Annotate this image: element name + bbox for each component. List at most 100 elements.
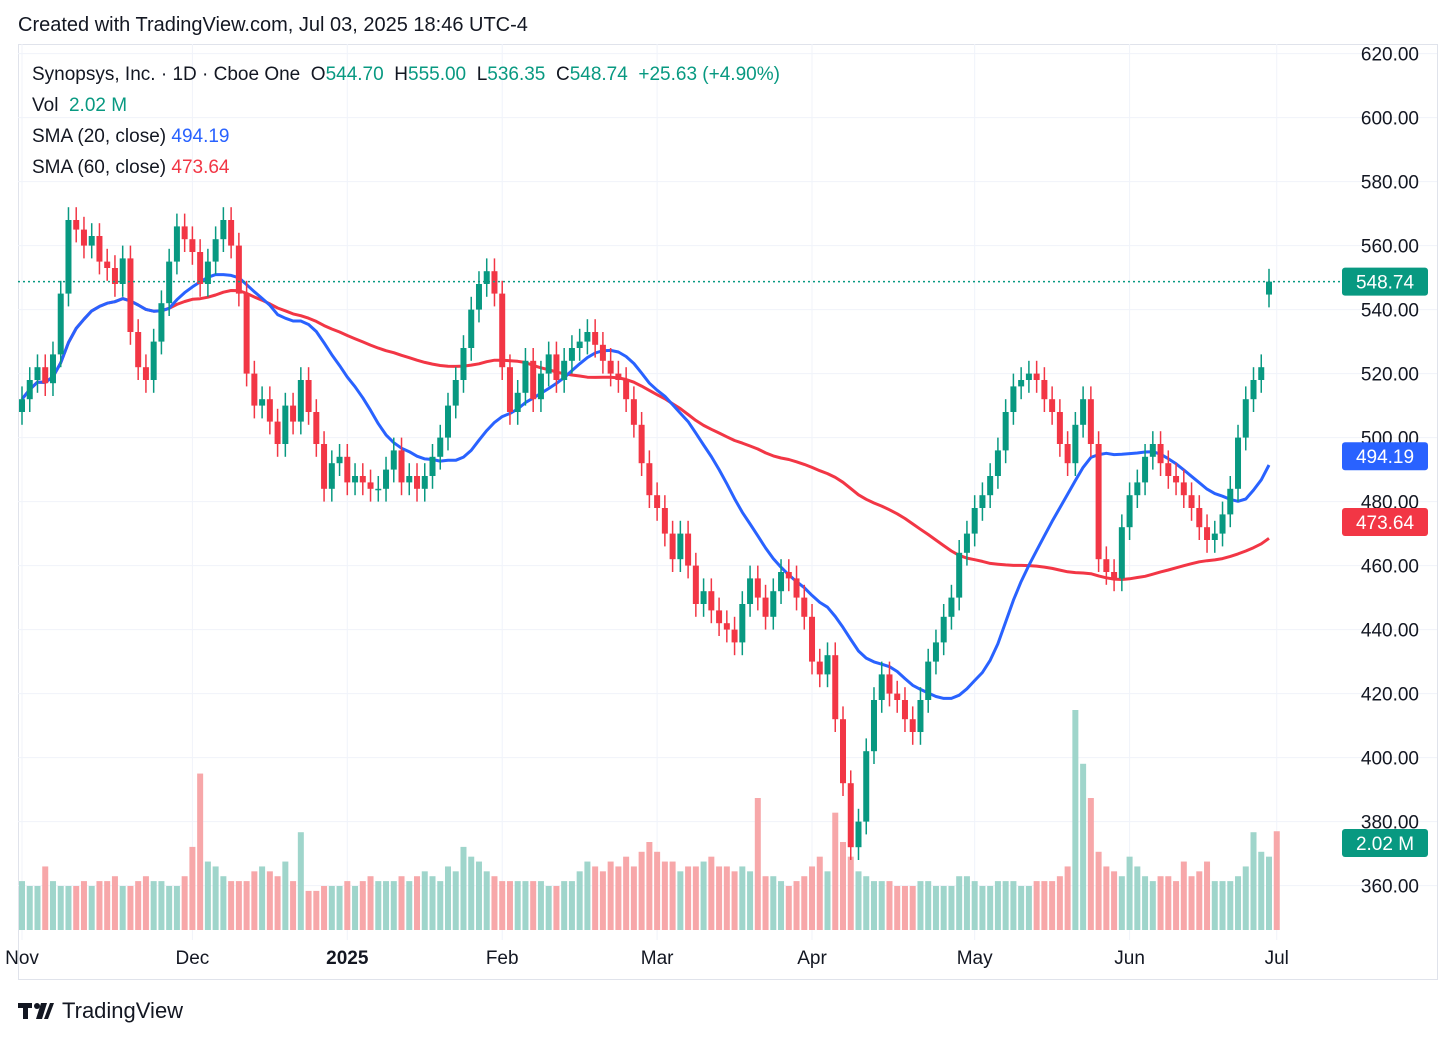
candle-body xyxy=(1188,495,1195,508)
time-tick-label: Dec xyxy=(175,948,209,969)
volume-bar xyxy=(948,886,955,930)
chart-attribution: Created with TradingView.com, Jul 03, 20… xyxy=(18,14,528,36)
candle-body xyxy=(1266,281,1272,295)
candle-body xyxy=(1235,437,1242,489)
candle-body xyxy=(189,239,196,252)
candle-body xyxy=(886,674,893,694)
time-tick-label: Feb xyxy=(486,948,519,969)
candle-body xyxy=(1180,482,1187,496)
volume-bar xyxy=(925,881,932,930)
volume-bar xyxy=(181,876,188,930)
candle-body xyxy=(251,373,258,406)
volume-bar xyxy=(1018,886,1025,930)
volume-bar xyxy=(1235,876,1242,930)
chart-frame[interactable] xyxy=(18,44,1438,980)
candle-body xyxy=(917,700,924,732)
time-tick-label: Apr xyxy=(797,948,827,969)
time-tick-label: 2025 xyxy=(326,948,369,969)
candle-body xyxy=(925,661,932,700)
candle-body xyxy=(173,226,180,262)
candle-body xyxy=(127,258,134,332)
volume-bar xyxy=(1157,876,1164,930)
candle-body xyxy=(150,341,157,380)
volume-bar xyxy=(282,861,289,930)
volume-bar xyxy=(1273,831,1280,930)
candle-body xyxy=(1118,527,1125,579)
candle-body xyxy=(1126,495,1133,528)
volume-bar xyxy=(34,886,41,930)
candle-body xyxy=(863,751,870,822)
price-tick-label: 520.00 xyxy=(1361,365,1419,386)
candle-body xyxy=(1134,482,1141,496)
volume-bar xyxy=(615,866,622,930)
volume-bar xyxy=(1188,876,1195,930)
candle-body xyxy=(452,380,459,406)
volume-bar xyxy=(979,886,986,930)
volume-bar xyxy=(886,881,893,930)
candle-body xyxy=(104,261,111,268)
tradingview-footer[interactable]: TradingView xyxy=(18,998,183,1024)
volume-bar xyxy=(522,881,529,930)
volume-bar xyxy=(592,866,599,930)
volume-bar xyxy=(654,851,661,930)
volume-bar xyxy=(987,886,994,930)
candle-body xyxy=(421,476,428,489)
candle-body xyxy=(754,578,761,598)
volume-bar xyxy=(754,798,761,930)
volume-bar xyxy=(770,876,777,930)
volume-bar xyxy=(251,871,258,930)
time-tick-label: Nov xyxy=(5,948,39,969)
volume-bar xyxy=(421,871,428,930)
candle-body xyxy=(661,508,668,534)
volume-badge xyxy=(1342,829,1428,857)
candle-body xyxy=(197,252,204,284)
candle-body xyxy=(971,508,978,534)
volume-bar xyxy=(104,881,111,930)
volume-bar xyxy=(677,871,684,930)
volume-bar xyxy=(483,871,490,930)
candle-body xyxy=(468,309,475,348)
candle-body xyxy=(1087,399,1094,444)
candle-body xyxy=(669,533,676,560)
volume-bar xyxy=(530,881,537,930)
candle-body xyxy=(568,348,575,361)
volume-bar xyxy=(375,881,382,930)
candle-body xyxy=(638,424,645,464)
volume-bar xyxy=(142,876,149,930)
candle-body xyxy=(832,655,839,720)
volume-bar xyxy=(166,886,173,930)
candle-body xyxy=(677,533,684,560)
volume-bar xyxy=(816,856,823,930)
candle-body xyxy=(615,373,622,380)
volume-bar xyxy=(762,876,769,930)
volume-bar xyxy=(119,886,126,930)
volume-bar xyxy=(1056,876,1063,930)
candle-body xyxy=(367,482,374,489)
candle-body xyxy=(26,380,33,400)
volume-bar xyxy=(646,842,653,930)
volume-bar xyxy=(344,881,351,930)
volume-bar xyxy=(847,856,854,930)
volume-bar xyxy=(1103,866,1110,930)
candle-body xyxy=(747,578,754,604)
sma60-legend: SMA (60, close) 473.64 xyxy=(32,157,230,179)
candle-body xyxy=(909,719,916,732)
volume-bar xyxy=(801,876,808,930)
volume-bar xyxy=(499,881,506,930)
candle-body xyxy=(1149,444,1156,457)
symbol-legend: Synopsys, Inc. · 1D · Cboe One O544.70 H… xyxy=(32,64,780,86)
volume-bar xyxy=(80,881,87,930)
candle-body xyxy=(545,354,552,374)
volume-bar xyxy=(785,886,792,930)
sma60-line xyxy=(20,289,1270,581)
price-tick-label: 400.00 xyxy=(1361,749,1419,770)
volume-bar xyxy=(1126,856,1133,930)
candle-body xyxy=(34,367,41,380)
candle-body xyxy=(65,220,72,294)
volume-bar xyxy=(111,876,118,930)
candle-body xyxy=(243,293,250,374)
candle-body xyxy=(1211,533,1218,540)
candle-body xyxy=(793,578,800,598)
change-value: +25.63 (+4.90%) xyxy=(638,64,780,85)
